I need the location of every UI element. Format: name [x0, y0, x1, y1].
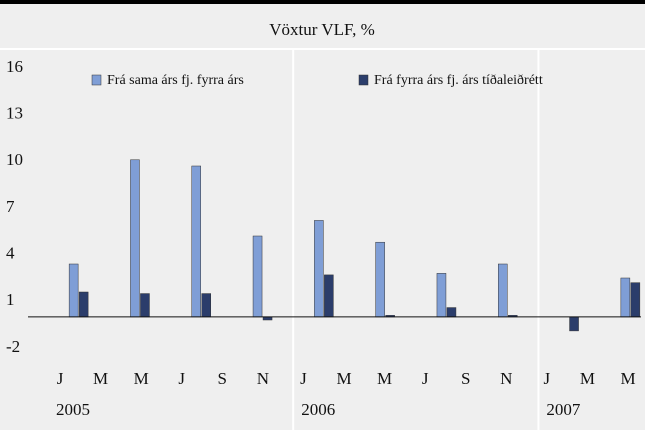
bar	[446, 307, 457, 318]
top-rule	[0, 0, 645, 4]
x-tick-label: S	[461, 369, 470, 388]
bar	[569, 316, 579, 332]
x-tick-label: M	[134, 369, 149, 388]
chart-title: Vöxtur VLF, %	[269, 20, 375, 39]
year-label: 2006	[301, 400, 335, 419]
x-tick-label: M	[580, 369, 595, 388]
bar	[201, 293, 211, 318]
x-tick-label: M	[377, 369, 392, 388]
x-tick-label: S	[218, 369, 227, 388]
year-label: 2007	[546, 400, 581, 419]
y-tick-label: 13	[6, 104, 23, 123]
bar	[620, 277, 631, 318]
y-tick-label: 7	[6, 197, 15, 216]
x-tick-label: J	[300, 369, 307, 388]
legend-label: Frá sama árs fj. fyrra árs	[107, 73, 244, 88]
bar	[314, 220, 324, 318]
y-tick-label: 1	[6, 290, 15, 309]
year-label: 2005	[56, 400, 90, 419]
bar	[78, 291, 89, 318]
bar	[68, 263, 79, 318]
bar	[140, 293, 150, 318]
x-tick-label: J	[57, 369, 64, 388]
y-tick-label: 16	[6, 57, 23, 76]
x-tick-label: M	[93, 369, 108, 388]
bar	[436, 273, 447, 318]
bar	[324, 274, 334, 318]
bar	[252, 235, 263, 318]
x-tick-label: J	[178, 369, 185, 388]
bar	[498, 263, 508, 318]
legend-swatch	[358, 74, 369, 86]
y-tick-label: 10	[6, 150, 23, 169]
x-tick-label: M	[336, 369, 351, 388]
x-tick-label: J	[422, 369, 429, 388]
y-tick-label: -2	[6, 337, 20, 356]
y-tick-label: 4	[6, 244, 15, 263]
legend-swatch	[91, 74, 102, 86]
bar	[375, 241, 385, 318]
x-tick-label: M	[620, 369, 635, 388]
x-tick-label: N	[500, 369, 512, 388]
bar	[630, 282, 641, 318]
bar	[191, 165, 201, 318]
bar	[130, 159, 140, 318]
x-tick-label: N	[257, 369, 269, 388]
x-tick-label: J	[544, 369, 551, 388]
legend-label: Frá fyrra árs fj. árs tíðaleiðrétt	[374, 73, 543, 88]
